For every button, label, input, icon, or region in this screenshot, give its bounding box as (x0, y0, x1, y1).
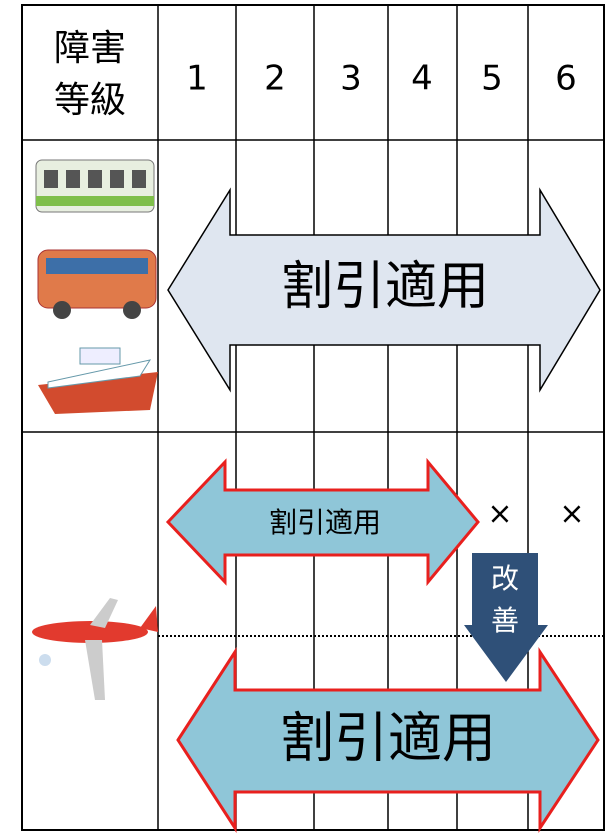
grade: 5 (481, 59, 503, 99)
improved-discount-arrow (176, 646, 600, 834)
bus-icon (37, 249, 157, 319)
table-border (21, 4, 605, 831)
train-icon (35, 159, 155, 213)
grade: 3 (340, 59, 362, 99)
arrow-label: 割引適用 (281, 257, 489, 317)
improvement-arrow (464, 553, 548, 682)
grade: 1 (186, 59, 208, 99)
grade: 2 (264, 59, 286, 99)
grade: 4 (411, 59, 433, 99)
ship-icon (38, 347, 158, 414)
not-applied-mark: × (559, 497, 584, 532)
discount-arrow (165, 457, 480, 587)
grade: 6 (555, 59, 577, 99)
header-label: 等級 (54, 80, 126, 121)
arrow-label: 割引適用 (280, 707, 496, 770)
discount-arrow (167, 187, 601, 393)
improvement-label: 善 (491, 604, 519, 637)
arrow-label: 割引適用 (269, 506, 381, 539)
airplane-icon (32, 598, 158, 700)
improvement-label: 改 (491, 562, 519, 595)
header-label: 障害 (54, 28, 126, 69)
not-applied-mark: × (487, 497, 512, 532)
